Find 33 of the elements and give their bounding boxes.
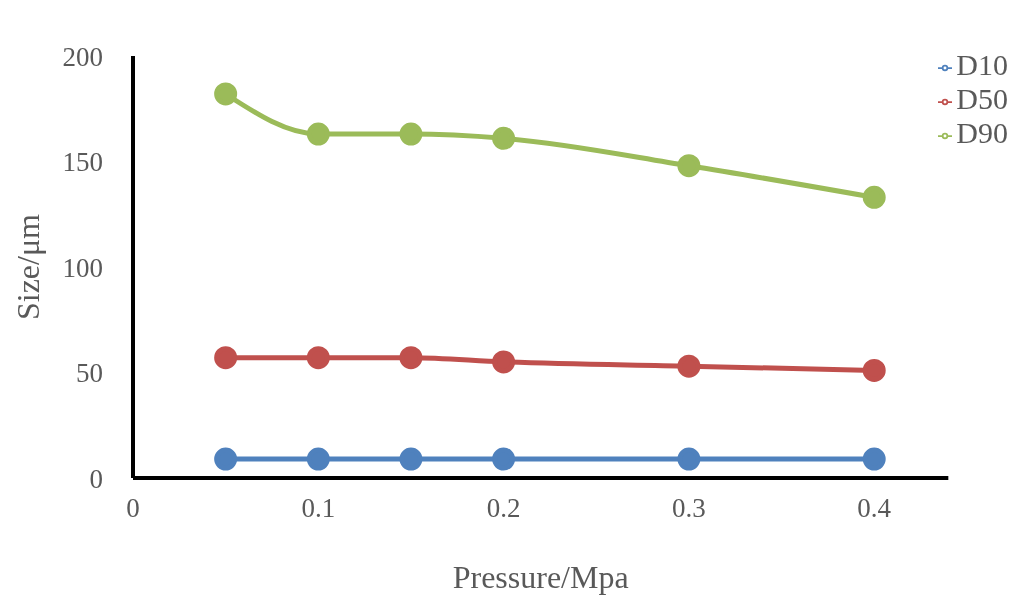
legend-label: D90: [956, 116, 1008, 149]
point: [677, 354, 701, 378]
point: [492, 350, 516, 374]
point: [677, 154, 701, 178]
y-tick-label: 150: [62, 147, 103, 178]
point: [214, 346, 238, 370]
point: [862, 358, 886, 382]
point: [862, 185, 886, 209]
legend-label: D10: [956, 48, 1008, 81]
point: [306, 346, 330, 370]
point: [862, 447, 886, 471]
y-tick-label: 50: [76, 358, 103, 389]
point: [306, 122, 330, 146]
point: [399, 447, 423, 471]
x-tick-label: 0.3: [672, 493, 706, 524]
y-axis-title: Size/μm: [10, 213, 47, 321]
x-tick-label: 0.2: [486, 493, 521, 524]
point: [399, 122, 423, 146]
x-tick-label: 0.1: [301, 493, 336, 524]
point: [492, 447, 516, 471]
y-tick-label: 0: [89, 463, 103, 494]
point: [492, 126, 516, 150]
legend-label: D50: [956, 82, 1008, 115]
x-axis-title: Pressure/Mpa: [452, 559, 629, 595]
point: [214, 447, 238, 471]
point: [677, 447, 701, 471]
y-tick-label: 200: [62, 41, 103, 72]
x-tick-label: 0.4: [857, 493, 892, 524]
point: [399, 346, 423, 370]
point: [214, 82, 238, 106]
x-tick-label: 0: [126, 493, 140, 524]
y-tick-label: 100: [62, 252, 103, 283]
point: [306, 447, 330, 471]
